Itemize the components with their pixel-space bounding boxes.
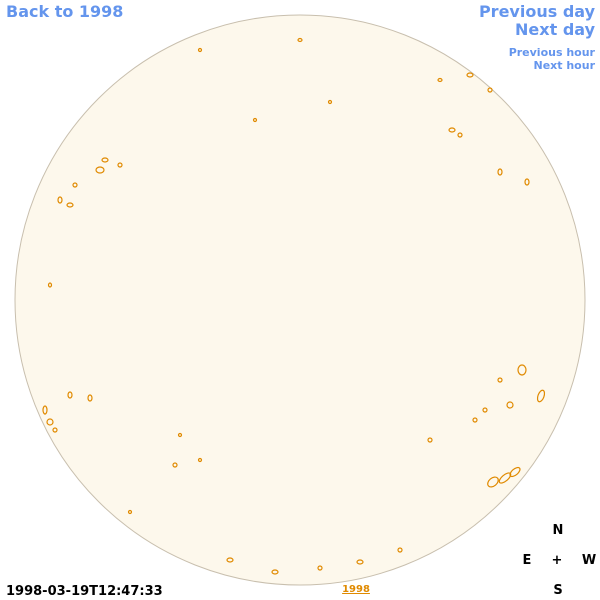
previous-hour-link[interactable]: Previous hour bbox=[509, 46, 596, 59]
back-link[interactable]: Back to 1998 bbox=[6, 2, 123, 21]
solar-disk bbox=[14, 14, 586, 586]
next-day-link[interactable]: Next day bbox=[515, 20, 596, 39]
compass-south: S bbox=[553, 583, 562, 598]
compass-center: + bbox=[552, 553, 563, 568]
previous-day-link[interactable]: Previous day bbox=[479, 2, 596, 21]
compass-north: N bbox=[553, 523, 564, 538]
magnetic-contours bbox=[42, 37, 546, 575]
compass-west: W bbox=[582, 553, 596, 568]
timestamp: 1998-03-19T12:47:33 bbox=[6, 584, 163, 599]
year-link[interactable]: 1998 bbox=[342, 584, 370, 595]
next-hour-link[interactable]: Next hour bbox=[534, 59, 596, 72]
compass-east: E bbox=[523, 553, 532, 568]
